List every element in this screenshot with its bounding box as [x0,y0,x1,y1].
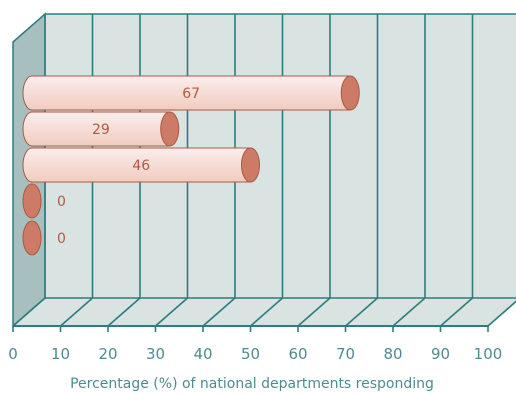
x-tick-label: 70 [336,345,355,363]
bar: 0 [22,220,66,256]
floor-grid-line [59,297,94,327]
x-tick-label: 100 [474,345,503,363]
bar-value-label: 0 [57,194,66,210]
bar-cap [340,75,360,111]
bar-cap [160,111,180,147]
bars: 67 29 46 0 0 [22,75,360,256]
floor [13,298,516,326]
x-tick-label: 30 [146,345,165,363]
x-tick-label: 60 [288,345,307,363]
bar: 29 [22,111,180,147]
floor-grid-line [154,297,189,327]
floor-grid-line [202,297,236,327]
bar-body [22,147,251,183]
bar-cap [22,220,42,256]
x-tick-label: 40 [193,345,212,363]
floor-grid-line [12,297,46,327]
x-axis-label: Percentage (%) of national departments r… [70,376,434,392]
bar-body [22,111,171,147]
floor-grid-line [487,300,516,327]
bar-value-label: 29 [92,122,110,138]
x-tick-label: 50 [241,345,260,363]
floor-grid-line [249,297,284,327]
x-tick-label: 10 [51,345,70,363]
bar: 0 [22,183,66,219]
x-tick-label: 80 [383,345,402,363]
floor-grid-line [439,297,474,327]
floor-grid-line [297,297,331,327]
bar-cap [22,183,42,219]
bar-cap [241,147,260,183]
bar-body [22,75,351,111]
bar-value-label: 0 [57,231,66,247]
bar-value-label: 46 [132,158,150,174]
floor-grid-line [392,297,426,327]
bar: 67 [22,75,360,111]
floor-grid-line [344,297,379,327]
x-tick-label: 90 [431,345,450,363]
bar-value-label: 67 [182,86,200,102]
bar: 46 [22,147,260,183]
x-tick-label: 0 [8,345,18,363]
x-tick-label: 20 [98,345,117,363]
floor-grid-line [107,297,141,327]
x-axis-ticks: 0 10 20 30 40 50 60 70 80 90 100 [8,326,502,363]
